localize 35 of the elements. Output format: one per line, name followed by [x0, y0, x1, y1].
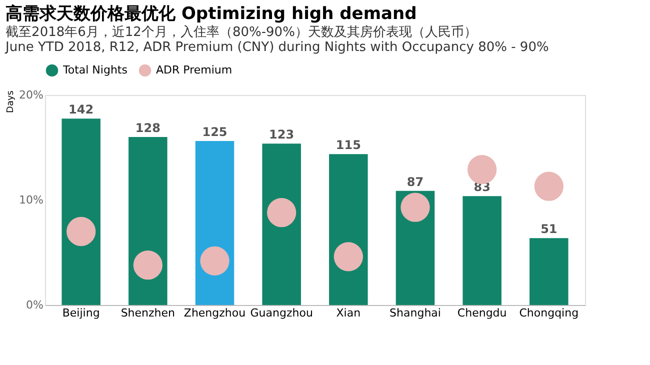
point: [133, 250, 162, 280]
point: [400, 192, 430, 222]
data-label: 51: [540, 222, 558, 236]
data-label: 125: [202, 124, 228, 139]
point: [534, 172, 564, 201]
x-tick-label: Zhengzhou: [184, 306, 246, 320]
text: June YTD 2018, R12, ADR Premium (CNY) during Nights with Occupancy 80% - 90%: [6, 40, 549, 55]
point: [468, 155, 497, 184]
x-tick-label: Guangzhou: [250, 306, 313, 320]
text: 截至2018年6月，近12个月，入住率（80%-90%）天数及其房价表现（人民币）: [6, 25, 477, 40]
legend-label: ADR Premium: [156, 63, 232, 76]
point: [66, 216, 96, 246]
point: [334, 242, 363, 272]
bar: [462, 196, 502, 305]
chart-title: 高需求天数价格最优化 Optimizing high demand: [6, 4, 417, 24]
legend-label: Total Nights: [62, 63, 128, 76]
data-label: 128: [135, 121, 160, 135]
data-label: 123: [269, 128, 294, 142]
y-tick-label: 0%: [26, 298, 44, 312]
x-tick-label: Beijing: [62, 306, 100, 320]
data-label: 115: [336, 138, 361, 152]
y-tick-label: 20%: [19, 88, 44, 102]
x-tick-label: Shenzhen: [120, 306, 176, 320]
point: [267, 198, 296, 228]
y-tick-label: 10%: [19, 194, 44, 206]
data-label: 142: [68, 102, 94, 117]
point: [200, 246, 230, 276]
x-tick-label: Shanghai: [390, 306, 441, 320]
bar: [530, 238, 568, 305]
bar: [62, 118, 100, 305]
x-tick-label: Xian: [336, 306, 361, 320]
x-tick-label: Chengdu: [457, 306, 507, 320]
x-tick-label: Chongqing: [519, 306, 579, 320]
data-label: 87: [406, 174, 424, 189]
y-axis-title: Days: [6, 90, 16, 113]
